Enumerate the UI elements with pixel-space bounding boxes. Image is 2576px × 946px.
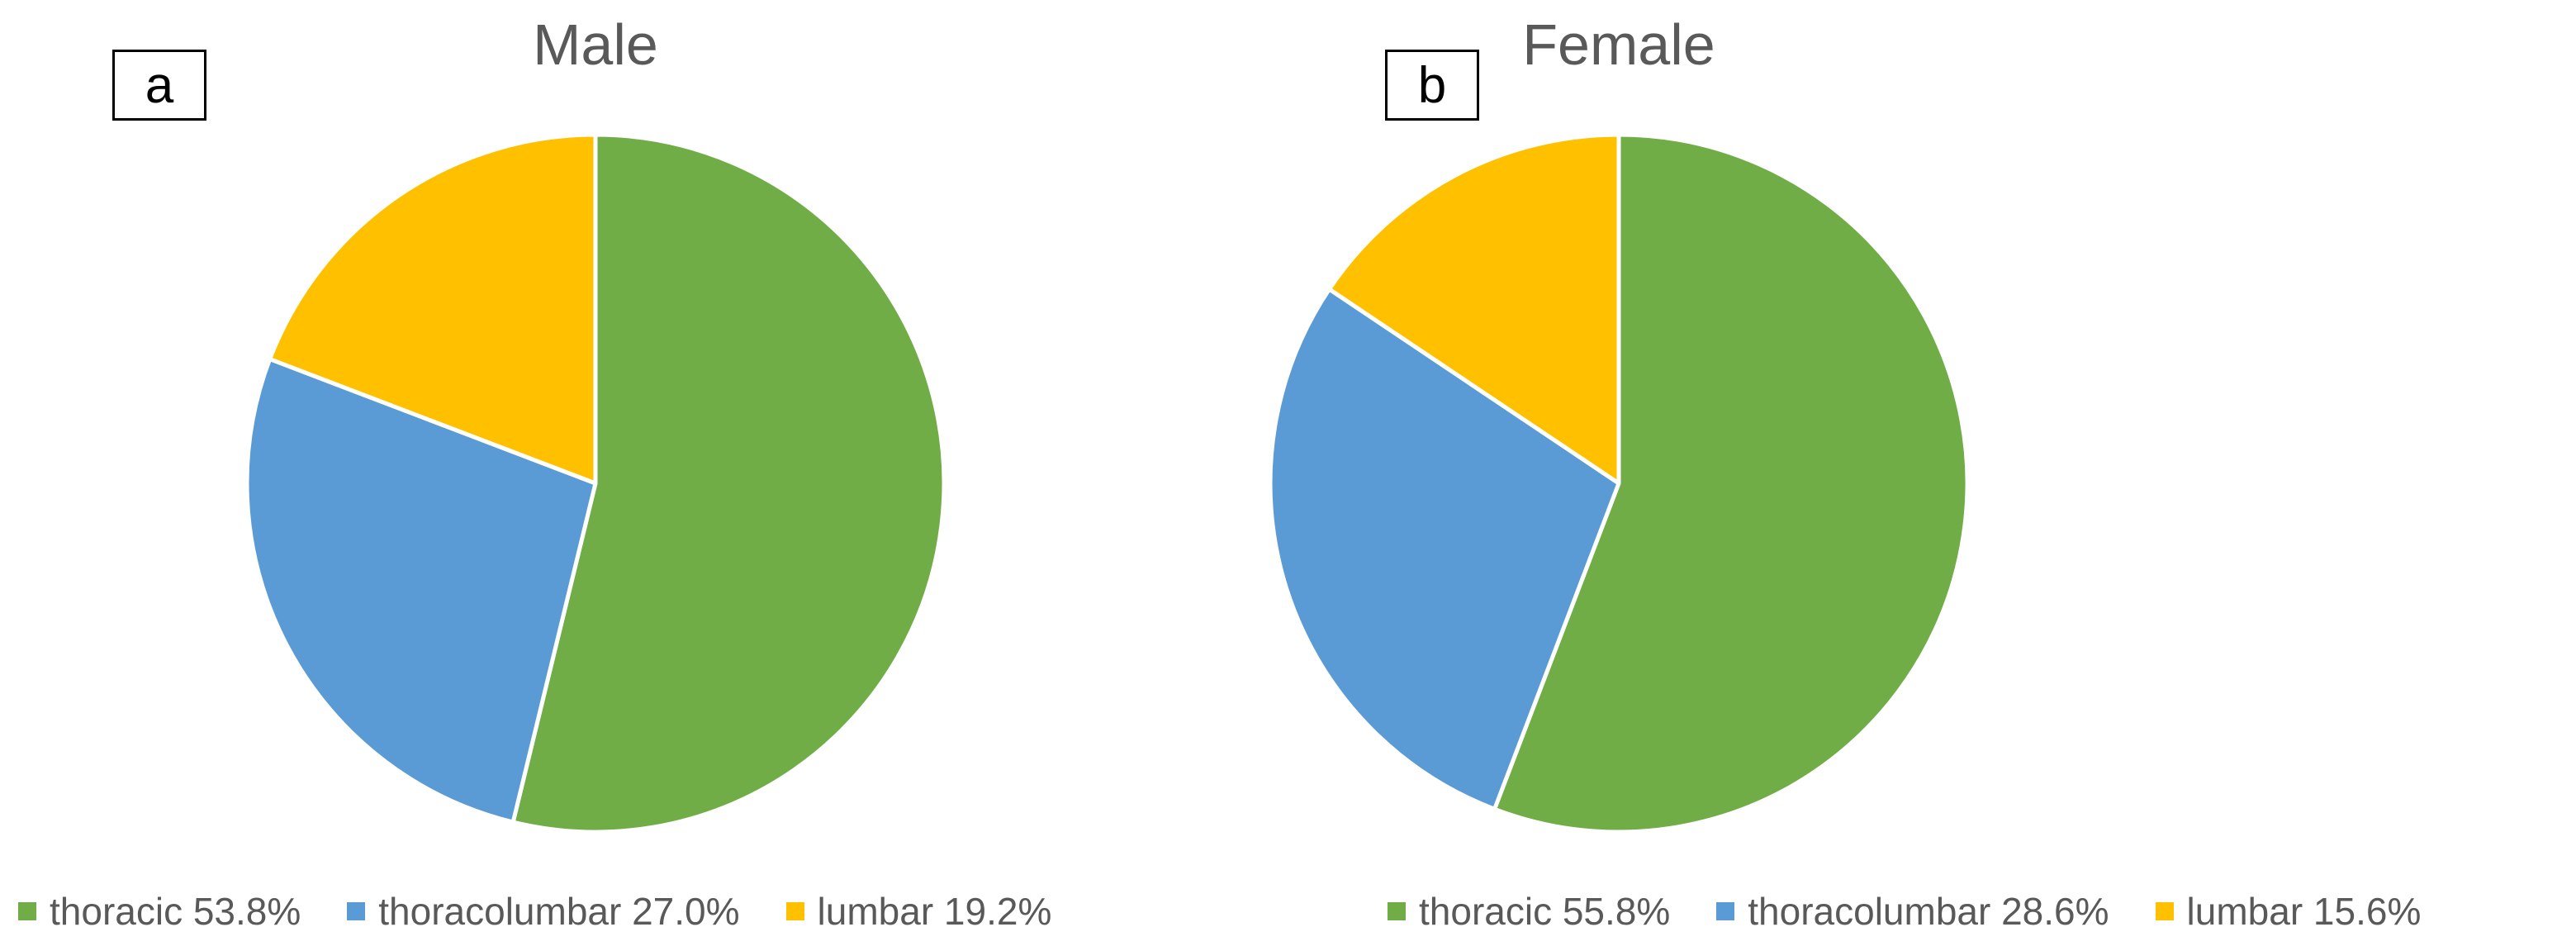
legend-swatch-thoracolumbar bbox=[1716, 902, 1735, 920]
pie-slice-lumbar bbox=[268, 132, 598, 486]
legend-item-thoracolumbar: thoracolumbar 28.6% bbox=[1716, 889, 2109, 934]
legend-label-lumbar: lumbar 15.6% bbox=[2186, 890, 2422, 933]
legend-label-thoracic: thoracic 55.8% bbox=[1419, 890, 1671, 933]
legend-female: thoracic 55.8% thoracolumbar 28.6% lumba… bbox=[1388, 882, 2421, 940]
legend-item-thoracolumbar: thoracolumbar 27.0% bbox=[347, 889, 740, 934]
chart-title-female: Female bbox=[1522, 12, 1715, 77]
pie-chart-male bbox=[244, 132, 946, 834]
chart-panel-female: b Female thoracic 55.8% thoracolumbar 28… bbox=[1268, 0, 2576, 946]
legend-swatch-thoracic bbox=[1388, 902, 1406, 920]
legend-item-lumbar: lumbar 15.6% bbox=[2155, 889, 2422, 934]
panel-label-a: a bbox=[112, 50, 206, 121]
legend-male: thoracic 53.8% thoracolumbar 27.0% lumba… bbox=[18, 882, 1051, 940]
legend-item-thoracic: thoracic 55.8% bbox=[1388, 889, 1670, 934]
legend-swatch-thoracolumbar bbox=[347, 902, 366, 920]
legend-swatch-thoracic bbox=[18, 902, 36, 920]
pie-slice-thoracic bbox=[510, 132, 946, 834]
legend-label-lumbar: lumbar 19.2% bbox=[817, 890, 1052, 933]
pie-slice-thoracolumbar bbox=[244, 357, 598, 825]
pie-slice-thoracolumbar bbox=[1268, 287, 1621, 811]
panel-label-b: b bbox=[1385, 50, 1479, 121]
pie-slice-thoracic bbox=[1492, 132, 1970, 834]
legend-swatch-lumbar bbox=[2155, 902, 2174, 920]
legend-label-thoracolumbar: thoracolumbar 28.6% bbox=[1748, 890, 2109, 933]
legend-swatch-lumbar bbox=[785, 902, 804, 920]
pie-slice-lumbar bbox=[1326, 132, 1621, 486]
pie-chart-female bbox=[1268, 132, 1970, 834]
legend-item-thoracic: thoracic 53.8% bbox=[18, 889, 301, 934]
legend-item-lumbar: lumbar 19.2% bbox=[785, 889, 1052, 934]
chart-panel-male: a Male thoracic 53.8% thoracolumbar 27.0… bbox=[18, 12, 1051, 940]
legend-label-thoracic: thoracic 53.8% bbox=[50, 890, 301, 933]
legend-label-thoracolumbar: thoracolumbar 27.0% bbox=[378, 890, 740, 933]
chart-title-male: Male bbox=[533, 12, 658, 77]
